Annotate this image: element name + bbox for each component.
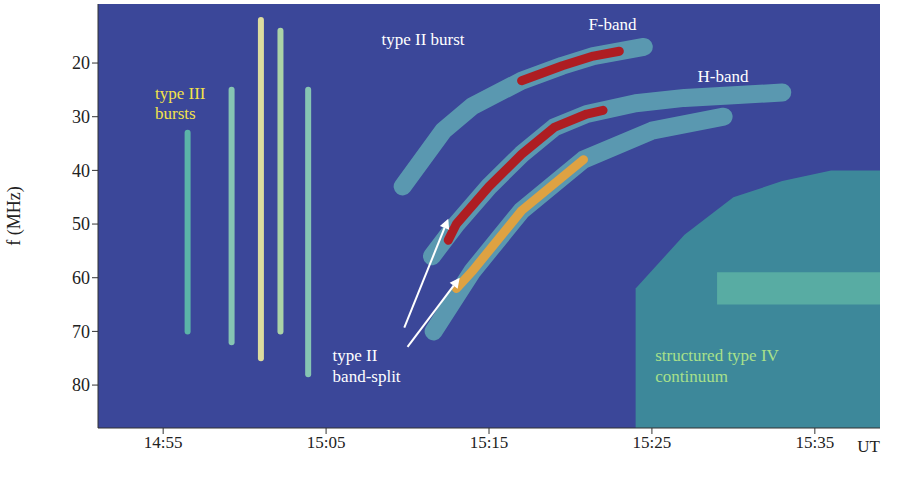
svg-text:80: 80 xyxy=(72,375,90,395)
svg-text:type IIIbursts: type IIIbursts xyxy=(155,84,206,123)
svg-text:50: 50 xyxy=(72,214,90,234)
svg-text:15:15: 15:15 xyxy=(470,433,509,452)
svg-text:20: 20 xyxy=(72,53,90,73)
svg-text:70: 70 xyxy=(72,322,90,342)
svg-text:15:05: 15:05 xyxy=(307,433,346,452)
svg-text:H-band: H-band xyxy=(698,67,749,86)
svg-text:f (MHz): f (MHz) xyxy=(4,186,25,245)
svg-text:type IIband-split: type IIband-split xyxy=(333,346,401,385)
svg-text:30: 30 xyxy=(72,107,90,127)
svg-text:UT: UT xyxy=(857,437,880,456)
svg-text:40: 40 xyxy=(72,161,90,181)
svg-text:F-band: F-band xyxy=(588,15,637,34)
svg-text:type II burst: type II burst xyxy=(381,30,464,49)
svg-text:structured type IVcontinuum: structured type IVcontinuum xyxy=(655,346,779,385)
svg-text:15:35: 15:35 xyxy=(795,433,834,452)
svg-text:14:55: 14:55 xyxy=(144,433,183,452)
svg-text:60: 60 xyxy=(72,268,90,288)
svg-text:15:25: 15:25 xyxy=(633,433,672,452)
